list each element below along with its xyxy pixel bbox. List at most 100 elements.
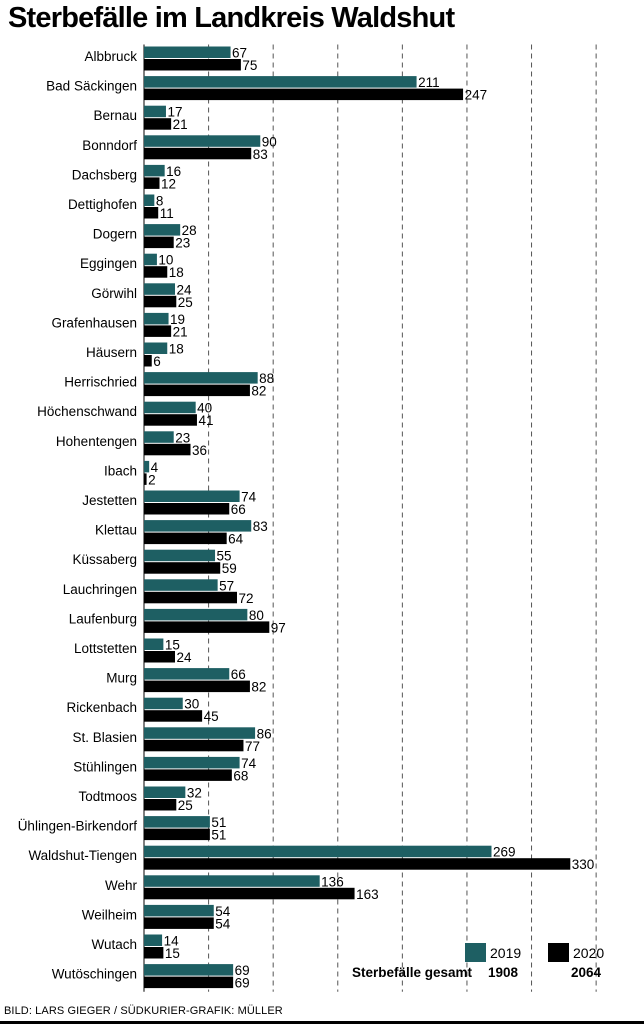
- bar-2020: [144, 591, 238, 604]
- value-label: 69: [235, 976, 250, 991]
- value-label: 55: [217, 549, 232, 564]
- category-label: Dachsberg: [72, 167, 137, 182]
- value-label: 8: [156, 194, 164, 209]
- bar-2019: [144, 372, 258, 384]
- category-label: Dogern: [93, 227, 137, 242]
- value-label: 88: [259, 371, 274, 386]
- category-label: Albbruck: [84, 49, 137, 64]
- category-label: Ibach: [104, 463, 137, 478]
- bar-2020: [144, 917, 214, 929]
- bar-2019: [144, 283, 176, 295]
- value-label: 15: [165, 638, 180, 653]
- category-label: Görwihl: [91, 286, 137, 301]
- bar-2020: [144, 799, 177, 811]
- value-label: 18: [169, 265, 184, 280]
- value-label: 21: [173, 324, 188, 339]
- value-label: 2: [148, 472, 156, 487]
- category-label: Rickenbach: [66, 700, 137, 715]
- bar-2020: [144, 443, 191, 456]
- bar-2019: [144, 756, 240, 769]
- value-label: 59: [222, 561, 237, 576]
- legend-label-2019: 2019: [490, 945, 521, 961]
- category-label: Todtmoos: [78, 789, 137, 804]
- value-label: 82: [251, 680, 266, 695]
- bar-2019: [144, 549, 216, 562]
- category-label: Grafenhausen: [51, 315, 137, 330]
- category-label: Dettighofen: [68, 197, 137, 212]
- legend-swatch-2019: [465, 943, 486, 962]
- bar-2019: [144, 342, 168, 354]
- category-label: Murg: [106, 671, 137, 686]
- bar-2019: [144, 520, 252, 532]
- bar-2020: [144, 503, 230, 515]
- bar-2019: [144, 727, 256, 739]
- bar-2020: [144, 177, 160, 189]
- photo-graphic-credit: BILD: LARS GIEGER / SÜDKURIER-GRAFIK: MÜ…: [4, 1005, 283, 1017]
- bar-2020: [144, 769, 232, 781]
- bar-2019: [144, 875, 320, 887]
- value-label: 74: [241, 756, 257, 771]
- bar-2020: [144, 887, 355, 900]
- value-label: 97: [271, 620, 286, 635]
- value-label: 72: [239, 591, 254, 606]
- value-label: 24: [177, 282, 193, 297]
- bar-2020: [144, 562, 221, 574]
- value-label: 45: [204, 709, 219, 724]
- value-label: 163: [356, 887, 379, 902]
- bar-2019: [144, 224, 181, 236]
- bar-2019: [144, 816, 210, 828]
- category-label: Häusern: [86, 345, 137, 360]
- category-label: Hohentengen: [56, 434, 137, 449]
- value-label: 86: [257, 726, 272, 741]
- bar-2020: [144, 858, 571, 870]
- value-label: 57: [219, 578, 234, 593]
- total-2019: 1908: [488, 965, 519, 980]
- value-label: 66: [231, 502, 246, 517]
- value-label: 30: [184, 697, 199, 712]
- bar-2020: [144, 828, 210, 841]
- bar-2019: [144, 638, 164, 650]
- value-label: 54: [215, 904, 231, 919]
- value-label: 25: [178, 295, 193, 310]
- category-label: Klettau: [95, 523, 137, 538]
- value-label: 28: [182, 223, 197, 238]
- value-label: 19: [170, 312, 185, 327]
- category-label: Lauchringen: [63, 582, 137, 597]
- bar-2019: [144, 608, 248, 621]
- category-label: Wehr: [105, 878, 138, 893]
- value-label: 67: [232, 46, 247, 61]
- category-label: Waldshut-Tiengen: [28, 848, 137, 863]
- chart-title: Sterbefälle im Landkreis Waldshut: [8, 2, 455, 34]
- total-2020: 2064: [571, 965, 602, 980]
- value-label: 330: [572, 857, 595, 872]
- value-label: 77: [245, 739, 260, 754]
- bar-2019: [144, 490, 240, 502]
- value-label: 82: [251, 384, 266, 399]
- bar-2019: [144, 253, 157, 266]
- category-label: Küssaberg: [72, 552, 137, 567]
- bar-2019: [144, 312, 169, 325]
- value-label: 12: [161, 176, 176, 191]
- bar-2020: [144, 414, 197, 426]
- value-label: 211: [418, 75, 440, 90]
- value-label: 14: [164, 934, 180, 949]
- category-label: Lottstetten: [74, 641, 137, 656]
- category-label: Weilheim: [82, 907, 137, 922]
- bar-2019: [144, 431, 174, 443]
- totals-label: Sterbefälle gesamt: [352, 965, 473, 980]
- category-label: Bernau: [93, 108, 137, 123]
- bar-2020: [144, 947, 164, 959]
- bar-2019: [144, 401, 196, 414]
- value-label: 80: [249, 608, 264, 623]
- category-label: Eggingen: [80, 256, 137, 271]
- bar-2020: [144, 59, 241, 71]
- value-label: 32: [187, 786, 202, 801]
- bar-2020: [144, 384, 250, 397]
- value-label: 66: [231, 667, 246, 682]
- value-label: 51: [211, 815, 226, 830]
- category-label: Bonndorf: [82, 138, 137, 153]
- value-label: 75: [242, 58, 257, 73]
- value-label: 11: [160, 206, 174, 221]
- value-label: 10: [158, 253, 173, 268]
- bar-2020: [144, 88, 464, 101]
